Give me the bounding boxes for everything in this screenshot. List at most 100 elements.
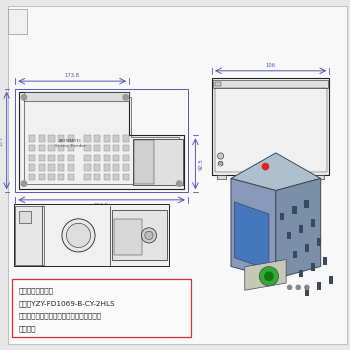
- Polygon shape: [245, 260, 286, 290]
- Bar: [94, 174, 100, 180]
- Bar: [29, 155, 35, 161]
- Bar: [123, 174, 129, 180]
- Circle shape: [218, 161, 223, 166]
- Circle shape: [288, 285, 292, 289]
- Bar: [15, 89, 188, 192]
- Circle shape: [305, 285, 309, 289]
- Bar: [311, 263, 315, 271]
- Bar: [29, 164, 35, 170]
- Bar: [48, 135, 55, 141]
- Bar: [39, 135, 45, 141]
- Bar: [323, 257, 327, 265]
- Bar: [58, 135, 64, 141]
- Text: 263.5: 263.5: [94, 203, 109, 208]
- Bar: [299, 270, 303, 277]
- Bar: [84, 155, 91, 161]
- Bar: [123, 155, 129, 161]
- Bar: [29, 145, 35, 151]
- Bar: [68, 164, 74, 170]
- Text: 177: 177: [0, 135, 4, 146]
- Bar: [29, 135, 35, 141]
- Bar: [305, 244, 309, 252]
- Bar: [280, 212, 285, 220]
- Bar: [48, 174, 55, 180]
- Bar: [84, 135, 91, 141]
- Bar: [113, 145, 119, 151]
- Bar: [68, 135, 74, 141]
- Circle shape: [123, 94, 128, 100]
- Circle shape: [141, 228, 156, 243]
- Bar: [104, 135, 110, 141]
- Text: 173.8: 173.8: [65, 74, 80, 78]
- Bar: [114, 219, 142, 255]
- Bar: [113, 135, 119, 141]
- Circle shape: [21, 181, 27, 187]
- Bar: [212, 78, 329, 175]
- Bar: [94, 145, 100, 151]
- Bar: [94, 155, 100, 161]
- Circle shape: [296, 285, 300, 289]
- Circle shape: [264, 271, 274, 281]
- Bar: [58, 174, 64, 180]
- Bar: [24, 92, 129, 101]
- Bar: [112, 210, 167, 260]
- Bar: [304, 200, 309, 208]
- Polygon shape: [19, 92, 184, 189]
- Bar: [104, 155, 110, 161]
- Bar: [317, 282, 321, 290]
- Bar: [113, 155, 119, 161]
- Polygon shape: [234, 202, 269, 270]
- Bar: [39, 164, 45, 170]
- Circle shape: [262, 163, 268, 170]
- Bar: [212, 78, 329, 175]
- Bar: [39, 145, 45, 151]
- Bar: [113, 164, 119, 170]
- Bar: [68, 145, 74, 151]
- Bar: [19, 211, 31, 223]
- Bar: [58, 145, 64, 151]
- Text: 名称：螺纹供料器: 名称：螺纹供料器: [19, 287, 54, 294]
- Bar: [123, 135, 129, 141]
- Bar: [48, 145, 55, 151]
- Bar: [329, 276, 334, 284]
- Bar: [133, 139, 183, 186]
- Circle shape: [176, 181, 182, 187]
- Bar: [8, 9, 27, 34]
- Bar: [48, 164, 55, 170]
- Bar: [113, 174, 119, 180]
- Text: AUTOMATIC
Screw Feeder: AUTOMATIC Screw Feeder: [55, 139, 86, 148]
- Bar: [299, 225, 303, 233]
- Bar: [305, 288, 309, 296]
- Circle shape: [62, 219, 95, 252]
- Bar: [293, 251, 297, 258]
- Bar: [15, 206, 44, 265]
- Bar: [68, 174, 74, 180]
- Bar: [58, 164, 64, 170]
- Bar: [84, 174, 91, 180]
- Polygon shape: [276, 178, 321, 279]
- Bar: [311, 219, 315, 227]
- Circle shape: [21, 94, 27, 100]
- Bar: [48, 155, 55, 161]
- Polygon shape: [231, 153, 321, 190]
- Bar: [58, 155, 64, 161]
- Bar: [104, 174, 110, 180]
- Bar: [39, 155, 45, 161]
- Bar: [104, 145, 110, 151]
- Circle shape: [259, 267, 279, 286]
- Bar: [39, 174, 45, 180]
- Bar: [94, 135, 100, 141]
- Bar: [104, 164, 110, 170]
- Bar: [315, 175, 324, 179]
- Bar: [84, 164, 91, 170]
- Bar: [123, 145, 129, 151]
- Bar: [215, 82, 220, 86]
- Text: 型号：YZY-FD1069-B-CY-2HLS: 型号：YZY-FD1069-B-CY-2HLS: [19, 300, 116, 307]
- Bar: [217, 164, 221, 166]
- Bar: [68, 155, 74, 161]
- Circle shape: [66, 223, 91, 247]
- Bar: [134, 140, 154, 184]
- Text: 106: 106: [266, 63, 276, 68]
- Bar: [29, 174, 35, 180]
- Bar: [84, 145, 91, 151]
